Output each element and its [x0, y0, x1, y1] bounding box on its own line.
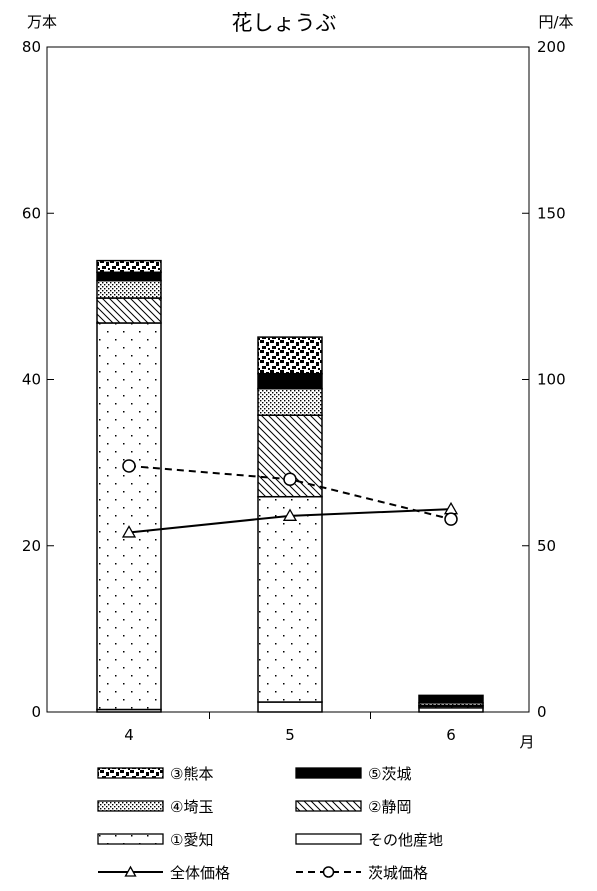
bars-layer — [96, 259, 484, 713]
legend-swatch — [97, 767, 164, 779]
left-tick-label: 40 — [22, 371, 41, 389]
legend-label: ④埼玉 — [170, 798, 213, 816]
x-tick-label: 5 — [285, 726, 295, 744]
bar-segment — [257, 495, 323, 703]
line-point — [282, 508, 298, 521]
bar-segment — [257, 701, 323, 713]
left-tick-label: 20 — [22, 537, 41, 555]
legend-label: ⑤茨城 — [368, 765, 411, 783]
axes-layer: 0 20 40 60 80 0 50 100 150 200 4 5 6 — [22, 38, 566, 744]
bar-segment — [96, 259, 162, 274]
bar-segment — [257, 336, 323, 375]
bar-segment — [257, 372, 323, 390]
bar-segment — [96, 279, 162, 299]
chart-title: 花しょうぶ — [232, 11, 337, 35]
right-tick-label: 200 — [537, 38, 566, 56]
line-point — [283, 472, 297, 486]
bar-segment — [257, 387, 323, 416]
right-tick-label: 0 — [537, 703, 547, 721]
line-point — [121, 525, 137, 538]
bar-segment — [96, 297, 162, 324]
legend-swatch — [295, 833, 362, 845]
legend-label: ③熊本 — [170, 765, 213, 783]
legend-label: ①愛知 — [170, 831, 213, 849]
legend-swatch — [295, 800, 362, 812]
legend-swatch — [295, 767, 362, 779]
lines-layer — [121, 459, 459, 538]
x-tick-label: 6 — [446, 726, 456, 744]
legend-swatch — [97, 833, 164, 845]
bar-segment — [96, 322, 162, 711]
legend-swatch — [97, 800, 164, 812]
legend-label: 全体価格 — [170, 864, 230, 882]
bar-segment — [418, 694, 484, 704]
left-tick-label: 80 — [22, 38, 41, 56]
bar-segment — [96, 271, 162, 282]
legend-label: その他産地 — [368, 831, 443, 849]
line-point — [444, 512, 458, 526]
right-tick-label: 50 — [537, 537, 556, 555]
legend-marker — [124, 865, 137, 877]
legend-marker — [322, 866, 335, 878]
left-axis-unit: 万本 — [27, 13, 57, 31]
line-point — [122, 459, 136, 473]
right-axis-unit: 円/本 — [538, 13, 573, 31]
right-tick-label: 100 — [537, 371, 566, 389]
right-tick-label: 150 — [537, 204, 566, 222]
left-tick-label: 60 — [22, 204, 41, 222]
legend-label: ②静岡 — [368, 798, 411, 816]
left-tick-label: 0 — [31, 703, 41, 721]
x-axis-label: 月 — [519, 733, 534, 751]
legend-label: 茨城価格 — [368, 864, 428, 882]
x-tick-label: 4 — [124, 726, 134, 744]
